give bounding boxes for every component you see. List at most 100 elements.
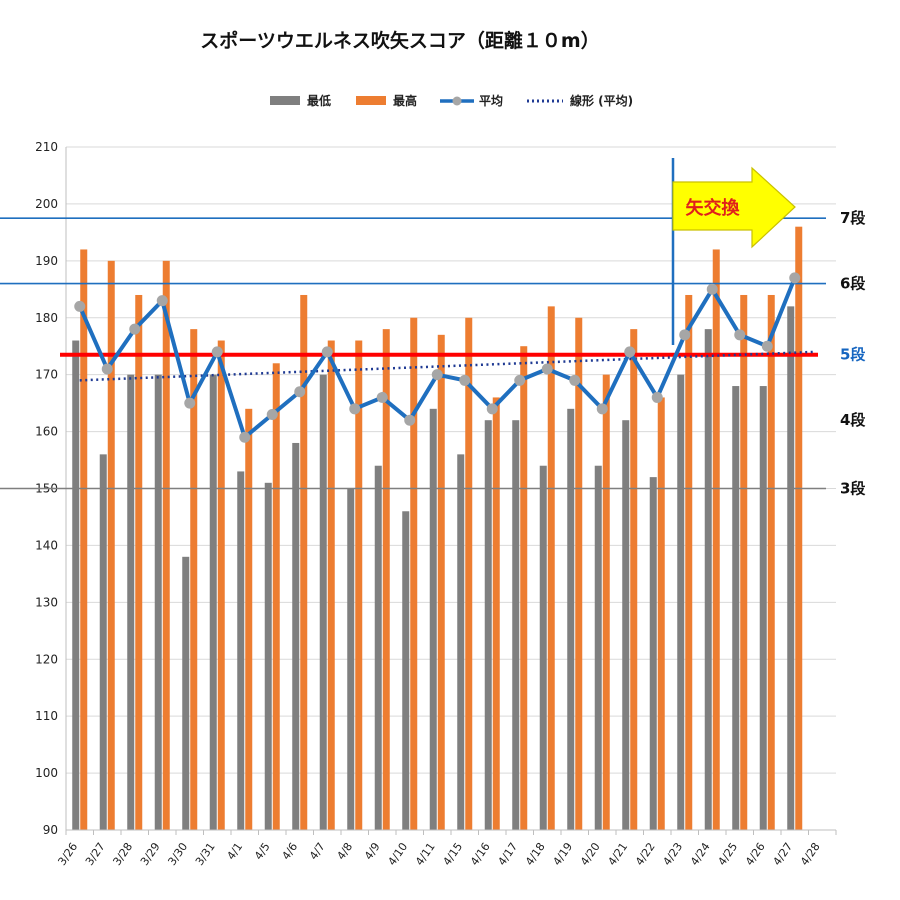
bar-max	[217, 340, 225, 830]
bar-max	[355, 340, 363, 830]
x-tick-label: 4/9	[362, 840, 383, 862]
annotation-text: 矢交換	[686, 197, 741, 219]
bar-max	[575, 317, 583, 830]
x-tick-label: 4/11	[413, 840, 438, 868]
bar-min	[154, 374, 162, 830]
bar-max	[685, 294, 693, 830]
legend-swatch-avg-marker	[452, 96, 462, 106]
average-point	[431, 369, 443, 381]
average-point	[789, 272, 801, 284]
y-tick-label: 110	[35, 709, 58, 723]
bar-max	[135, 294, 143, 830]
bar-max	[190, 329, 198, 830]
average-point	[404, 414, 416, 426]
bar-max	[740, 294, 748, 830]
rank-labels: 7段 6段 5段 4段 3段	[840, 209, 865, 497]
legend-label-min: 最低	[307, 93, 331, 108]
average-point	[651, 391, 663, 403]
x-tick-label: 4/21	[605, 840, 630, 868]
bar-max	[712, 249, 720, 830]
y-tick-label: 160	[35, 425, 58, 439]
legend-swatch-min	[270, 96, 300, 105]
bar-min	[457, 454, 465, 830]
y-tick-label: 180	[35, 311, 58, 325]
bar-min	[374, 465, 382, 830]
x-tick-label: 4/27	[770, 840, 795, 868]
y-tick-label: 130	[35, 595, 58, 609]
x-tick-label: 4/5	[252, 840, 273, 862]
average-point	[101, 363, 113, 375]
legend: 最低 最高 平均 線形 (平均)	[270, 93, 633, 108]
trend-line	[79, 350, 815, 382]
x-tick-label: 4/22	[633, 840, 658, 868]
bar-min	[182, 556, 190, 830]
bar-max	[437, 334, 445, 830]
bar-min	[787, 306, 795, 830]
legend-swatch-max	[356, 96, 386, 105]
y-tick-label: 190	[35, 254, 58, 268]
x-tick-label: 4/26	[743, 840, 768, 868]
average-point	[211, 346, 223, 358]
x-tick-label: 3/26	[55, 840, 80, 868]
bar-min	[677, 374, 685, 830]
y-tick-label: 120	[35, 652, 58, 666]
average-point	[761, 340, 773, 352]
bar-min	[759, 386, 767, 830]
bar-min	[622, 420, 630, 830]
average-point	[734, 329, 746, 341]
y-tick-label: 170	[35, 368, 58, 382]
bar-max	[162, 260, 170, 830]
legend-label-avg: 平均	[479, 93, 503, 108]
x-tick-label: 4/19	[550, 840, 575, 868]
rank-label: 4段	[840, 411, 865, 429]
x-tick-label: 4/16	[468, 840, 493, 868]
bar-min	[402, 511, 410, 830]
legend-label-trend: 線形 (平均)	[570, 93, 633, 108]
bar-max	[602, 374, 610, 830]
x-axis: 3/26 3/27 3/28 3/29 3/30 3/31 4/1 4/5 4/6 4/7 4/8 4…	[55, 829, 837, 868]
average-point	[184, 397, 196, 409]
x-tick-label: 4/1	[224, 840, 245, 862]
rank-label: 6段	[840, 275, 865, 293]
bar-min	[99, 454, 107, 830]
bar-max	[272, 363, 280, 830]
average-line	[74, 272, 801, 443]
rank-label: 3段	[840, 480, 865, 498]
y-tick-label: 210	[35, 140, 58, 154]
average-point	[266, 409, 278, 421]
bar-min	[732, 386, 740, 830]
bar-min	[704, 329, 712, 830]
bar-max	[767, 294, 775, 830]
x-tick-label: 4/25	[715, 840, 740, 868]
bar-min	[319, 374, 327, 830]
bar-max	[547, 306, 555, 830]
average-point	[596, 403, 608, 415]
average-point	[514, 374, 526, 386]
y-tick-label: 200	[35, 197, 58, 211]
average-point	[486, 403, 498, 415]
x-tick-label: 4/24	[688, 840, 713, 868]
average-point	[679, 329, 691, 341]
bar-max	[80, 249, 88, 830]
x-tick-label: 4/15	[440, 840, 465, 868]
average-point	[706, 283, 718, 295]
annotation: 矢交換	[671, 158, 796, 345]
x-tick-label: 4/18	[523, 840, 548, 868]
bar-max	[300, 294, 308, 830]
x-tick-label: 3/28	[110, 840, 135, 868]
average-point	[321, 346, 333, 358]
x-tick-label: 4/7	[307, 840, 328, 862]
bar-min	[264, 482, 272, 830]
x-tick-label: 4/28	[798, 840, 823, 868]
x-tick-label: 3/29	[138, 840, 163, 868]
x-tick-label: 4/17	[495, 840, 520, 868]
average-point	[129, 323, 141, 335]
bar-min	[209, 374, 217, 830]
x-tick-label: 3/30	[165, 840, 190, 868]
bar-max	[492, 397, 500, 830]
chart-title: スポーツウエルネス吹矢スコア（距離１０m）	[200, 29, 599, 52]
x-tick-label: 4/20	[578, 840, 603, 868]
x-tick-label: 4/23	[660, 840, 685, 868]
